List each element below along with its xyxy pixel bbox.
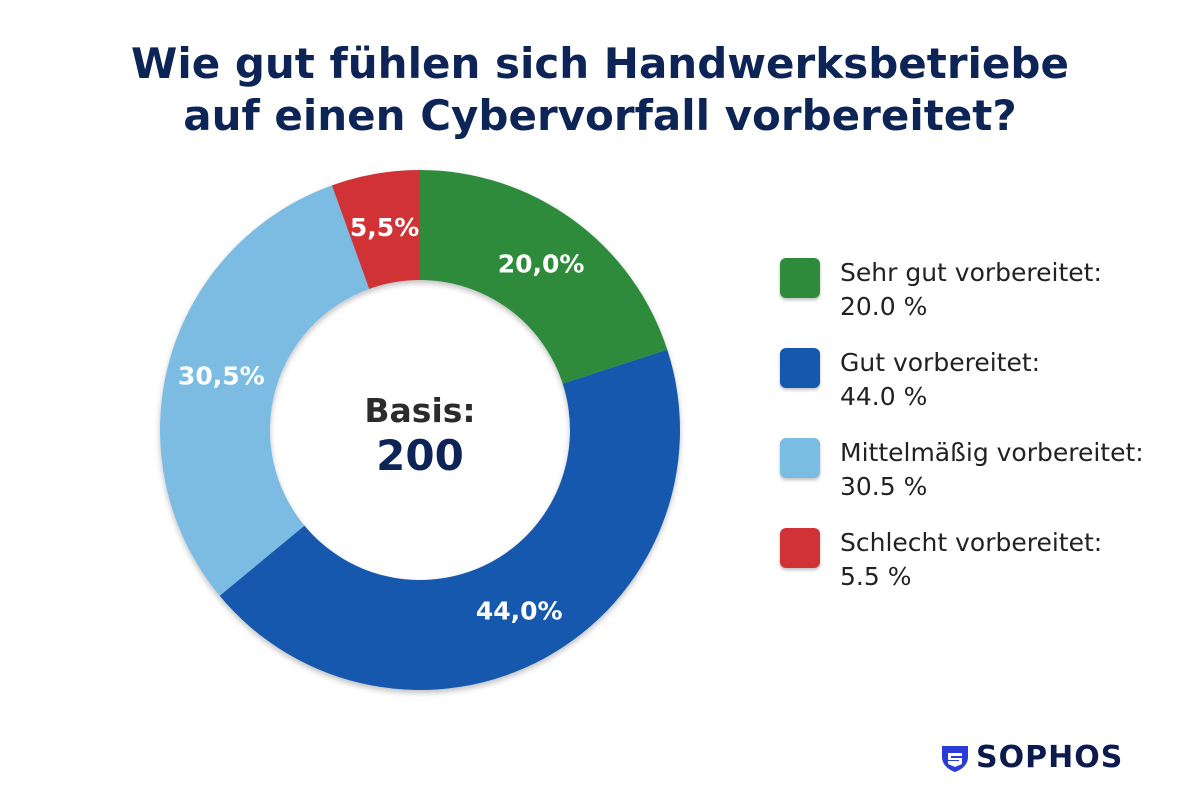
legend: Sehr gut vorbereitet: 20.0 % Gut vorbere… [780, 258, 1144, 618]
legend-label: Sehr gut vorbereitet: [840, 258, 1102, 287]
legend-swatch [780, 258, 820, 298]
donut-chart: 20,0% 44,0% 30,5% 5,5% Basis: 200 [159, 170, 681, 691]
slice-label: 5,5% [350, 213, 419, 242]
legend-label: Mittelmäßig vorbereitet: [840, 438, 1144, 467]
legend-swatch [780, 438, 820, 478]
legend-value: 44.0 % [840, 382, 928, 411]
brand-name: SOPHOS [976, 740, 1124, 775]
donut-slice [219, 349, 681, 691]
center-value: 200 [376, 431, 464, 480]
legend-value: 5.5 % [840, 562, 912, 591]
legend-label: Schlecht vorbereitet: [840, 528, 1103, 557]
chart-title-line-1: Wie gut fühlen sich Handwerksbetriebe [131, 39, 1069, 88]
legend-label: Gut vorbereitet: [840, 348, 1041, 377]
legend-value: 20.0 % [840, 292, 928, 321]
sophos-logo: SOPHOS [940, 740, 1123, 775]
shield-icon [942, 745, 968, 772]
chart-title-line-2: auf einen Cybervorfall vorbereitet? [183, 91, 1017, 140]
legend-value: 30.5 % [840, 472, 928, 501]
slice-label: 44,0% [476, 597, 563, 626]
legend-swatch [780, 348, 820, 388]
donut-slice [420, 170, 668, 384]
slice-label: 20,0% [498, 249, 585, 278]
center-label: Basis: [364, 391, 475, 430]
donut-slice [159, 185, 370, 596]
legend-item-schlecht: Schlecht vorbereitet: 5.5 % [780, 528, 1144, 618]
slice-label: 30,5% [178, 362, 265, 391]
legend-item-mittelmaessig: Mittelmäßig vorbereitet: 30.5 % [780, 438, 1144, 528]
chart-title: Wie gut fühlen sich Handwerksbetriebe au… [0, 38, 1200, 142]
legend-item-gut: Gut vorbereitet: 44.0 % [780, 348, 1144, 438]
legend-swatch [780, 528, 820, 568]
donut-slice [331, 170, 420, 289]
legend-item-sehr-gut: Sehr gut vorbereitet: 20.0 % [780, 258, 1144, 348]
